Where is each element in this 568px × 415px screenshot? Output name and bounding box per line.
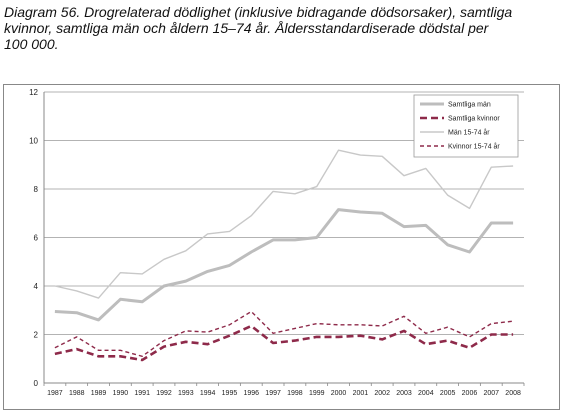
x-tick-label: 1987 xyxy=(47,390,63,397)
legend-label: Samtliga män xyxy=(448,102,491,109)
y-tick-label: 4 xyxy=(34,282,39,291)
x-tick-label: 1990 xyxy=(113,390,129,397)
axes xyxy=(43,92,525,386)
y-tick-label: 10 xyxy=(29,137,38,146)
y-tick-label: 6 xyxy=(34,234,39,243)
x-tick-label: 1988 xyxy=(69,390,85,397)
series-line-samtliga-kvinnor xyxy=(54,324,514,362)
y-tick-label: 0 xyxy=(34,379,39,388)
x-tick-label: 2003 xyxy=(396,390,412,397)
x-tick-label: 2007 xyxy=(483,390,499,397)
series-line-samtliga-m-n xyxy=(54,208,514,322)
tick-labels: 0 2 4 6 8 10 12 1987 1988 1989 1990 1991 1992 1993 199… xyxy=(29,88,521,397)
x-tick-label: 1997 xyxy=(265,390,281,397)
y-tick-label: 2 xyxy=(34,331,39,340)
y-tick-label: 12 xyxy=(29,88,38,97)
x-tick-label: 2008 xyxy=(505,390,521,397)
x-tick-label: 2006 xyxy=(462,390,478,397)
x-tick-label: 1991 xyxy=(134,390,150,397)
x-tick-label: 2002 xyxy=(374,390,390,397)
x-tick-label: 2004 xyxy=(418,390,434,397)
legend-label: Kvinnor 15-74 år xyxy=(448,143,500,151)
x-tick-label: 1996 xyxy=(243,390,259,397)
legend: Samtliga män Samtliga kvinnor Män 15-74 år… xyxy=(413,94,519,158)
x-tick-label: 1998 xyxy=(287,390,303,397)
y-tick-label: 8 xyxy=(34,185,39,194)
series-lines xyxy=(54,149,514,362)
x-tick-label: 2001 xyxy=(353,390,369,397)
x-tick-label: 1993 xyxy=(178,390,194,397)
chart-caption: Diagram 56. Drogrelaterad dödlighet (ink… xyxy=(4,4,513,52)
x-tick-label: 2005 xyxy=(440,390,456,397)
legend-label: Män 15-74 år xyxy=(448,129,490,137)
x-tick-label: 1999 xyxy=(309,390,325,397)
y-gridlines xyxy=(44,91,524,335)
x-tick-label: 2000 xyxy=(331,390,347,397)
series-line-m-n-15-74-r xyxy=(54,149,514,299)
x-tick-label: 1994 xyxy=(200,390,216,397)
x-tick-label: 1989 xyxy=(91,390,107,397)
x-tick-label: 1995 xyxy=(222,390,238,397)
x-tick-label: 1992 xyxy=(156,390,172,397)
series-line-kvinnor-15-74-r xyxy=(54,310,514,357)
legend-label: Samtliga kvinnor xyxy=(448,116,500,123)
